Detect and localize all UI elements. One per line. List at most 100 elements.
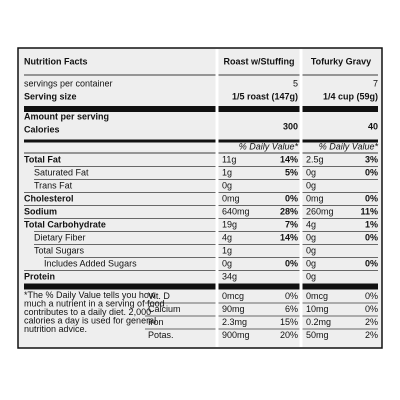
vitamin-dv: 0% (365, 304, 378, 314)
rule (145, 302, 378, 304)
nutrient-amount: 260mg (306, 206, 334, 216)
rule (24, 218, 378, 219)
nutrient-amount: 1g (222, 245, 232, 255)
rule (24, 106, 378, 112)
nutrient-amount: 0mg (306, 193, 324, 203)
serving-size-label: Serving size (24, 91, 77, 101)
nutrient-dv: 0% (365, 167, 378, 177)
nutrient-name: Protein (24, 271, 55, 281)
rule (24, 74, 378, 76)
nutrient-amount: 4g (222, 232, 232, 242)
nutrient-amount: 19g (222, 219, 237, 229)
footnote: *The % Daily Value tells you how (24, 290, 156, 300)
rule (34, 179, 378, 180)
calories-label: Calories (24, 124, 60, 134)
rule (24, 152, 378, 154)
rule (24, 283, 378, 290)
daily-value-label: % Daily Value* (319, 141, 379, 151)
nutrient-amount: 640mg (222, 206, 250, 216)
nutrient-amount: 0g (306, 245, 316, 255)
serving-size-value: 1/5 roast (147g) (232, 91, 298, 101)
vitamin-amount: 0.2mg (306, 317, 331, 327)
nutrient-dv: 0% (365, 232, 378, 242)
nutrient-amount: 0g (306, 180, 316, 190)
nutrient-dv: 0% (365, 193, 378, 203)
daily-value-label: % Daily Value* (239, 141, 299, 151)
nutrient-dv: 0% (365, 258, 378, 268)
column-header: Tofurky Gravy (311, 56, 371, 66)
nutrient-dv: 14% (280, 154, 298, 164)
vitamin-dv: 20% (280, 330, 298, 340)
nutrient-name: Trans Fat (34, 180, 73, 190)
footnote: much a nutrient in a serving of food (24, 298, 165, 308)
vitamin-dv: 2% (365, 330, 378, 340)
nutrient-amount: 34g (222, 271, 237, 281)
vitamin-name: Calcium (148, 304, 181, 314)
calories-caption: Amount per serving (24, 111, 109, 121)
nutrient-amount: 1g (222, 167, 232, 177)
nutrient-amount: 0g (306, 232, 316, 242)
rule (24, 205, 378, 206)
vitamin-amount: 2.3mg (222, 317, 247, 327)
vitamin-dv: 15% (280, 317, 298, 327)
column-header: Roast w/Stuffing (224, 56, 295, 66)
nutrient-amount: 0g (222, 258, 232, 268)
vitamin-amount: 10mg (306, 304, 329, 314)
column-gap (299, 49, 303, 347)
rule (24, 192, 378, 193)
vitamin-amount: 90mg (222, 304, 245, 314)
vitamin-name: Iron (148, 317, 164, 327)
rule (34, 166, 378, 167)
vitamin-dv: 6% (285, 304, 298, 314)
nutrient-name: Sodium (24, 206, 57, 216)
nutrient-dv: 14% (280, 232, 298, 242)
rule (44, 257, 378, 258)
nutrient-amount: 11g (222, 154, 236, 164)
nutrient-dv: 0% (285, 258, 298, 268)
nutrient-amount: 0g (306, 271, 316, 281)
nutrient-dv: 0% (285, 193, 298, 203)
footnote: nutrition advice. (24, 324, 87, 334)
servings-label: servings per container (24, 78, 113, 88)
vitamin-amount: 50mg (306, 330, 329, 340)
vitamin-dv: 0% (365, 291, 378, 301)
rule (34, 231, 378, 232)
vitamin-name: Potas. (148, 330, 174, 340)
nutrient-amount: 0mg (222, 193, 240, 203)
rule (145, 328, 378, 330)
rule (145, 315, 378, 317)
nutrient-dv: 5% (285, 167, 298, 177)
nutrient-name: Total Carbohydrate (24, 219, 106, 229)
footnote: contributes to a daily diet. 2,000 (24, 307, 151, 317)
nutrient-name: Dietary Fiber (34, 232, 86, 242)
nutrient-dv: 28% (280, 206, 298, 216)
nutrient-dv: 11% (360, 206, 378, 216)
vitamin-amount: 900mg (222, 330, 250, 340)
nutrient-amount: 2.5g (306, 154, 324, 164)
nutrient-dv: 1% (365, 219, 378, 229)
nutrient-name: Cholesterol (24, 193, 74, 203)
title: Nutrition Facts (24, 56, 88, 66)
vitamin-amount: 0mcg (222, 291, 244, 301)
nutrient-amount: 0g (222, 180, 232, 190)
nutrient-dv: 3% (365, 154, 378, 164)
label-box (17, 47, 383, 349)
rule (24, 139, 378, 143)
nutrient-amount: 0g (306, 258, 316, 268)
nutrient-name: Saturated Fat (34, 167, 89, 177)
calories-value: 40 (368, 121, 378, 131)
nutrient-dv: 7% (285, 219, 298, 229)
vitamin-dv: 0% (285, 291, 298, 301)
footnote: calories a day is used for general (24, 315, 156, 325)
vitamin-name: Vit. D (148, 291, 170, 301)
nutrient-amount: 0g (306, 167, 316, 177)
column-gap (215, 49, 219, 347)
servings-value: 5 (293, 78, 298, 88)
nutrient-name: Total Fat (24, 154, 61, 164)
rule (24, 270, 378, 271)
nutrient-name: Includes Added Sugars (44, 258, 137, 268)
serving-size-value: 1/4 cup (59g) (323, 91, 378, 101)
nutrient-name: Total Sugars (34, 245, 85, 255)
